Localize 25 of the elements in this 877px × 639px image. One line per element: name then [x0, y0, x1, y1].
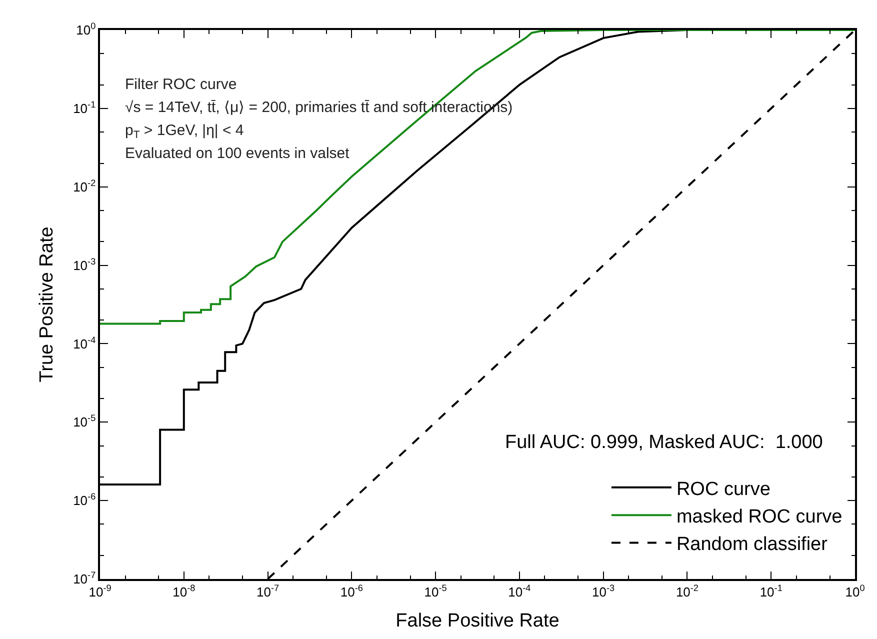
y-tick-label: 10$^{-2}$: [73, 178, 96, 194]
legend-label: masked ROC curve: [676, 506, 842, 528]
annotation: Evaluated on 100 events in valset: [125, 145, 350, 162]
y-tick-label: 10$^{-4}$: [73, 334, 96, 352]
y-tick-label: 10$^{-1}$: [73, 100, 96, 116]
x-axis-title: False Positive Rate: [396, 610, 560, 632]
x-tick-label: 10$^{-2}$: [676, 582, 698, 600]
y-tick-label: 10$^{-5}$: [73, 413, 96, 430]
x-tick-label: 10$^{-5}$: [424, 582, 447, 600]
x-tick-label: 10$^{-8}$: [172, 582, 196, 600]
y-tick-label: 10$^{-6}$: [73, 492, 96, 508]
x-tick-label: 10$^{0}$: [845, 582, 865, 600]
annotation: p$_{T}$ > 1GeV, |η| < 4: [125, 122, 244, 142]
x-tick-label: 10$^{-7}$: [256, 582, 280, 600]
x-tick-label: 10$^{-1}$: [760, 582, 782, 600]
annotation: Filter ROC curve: [125, 76, 237, 93]
x-tick-label: 10$^{-3}$: [592, 582, 615, 600]
legend-label: Random classifier: [676, 534, 828, 556]
y-tick-label: 10$^{-3}$: [73, 256, 96, 273]
annotation: Full AUC: 0.999, Masked AUC: 1.000: [505, 432, 823, 453]
y-axis-title: True Positive Rate: [36, 226, 58, 382]
x-tick-label: 10$^{-4}$: [508, 582, 531, 600]
legend-label: ROC curve: [676, 478, 770, 500]
x-tick-label: 10$^{-6}$: [340, 582, 363, 600]
y-tick-label: 10$^{0}$: [76, 21, 96, 38]
